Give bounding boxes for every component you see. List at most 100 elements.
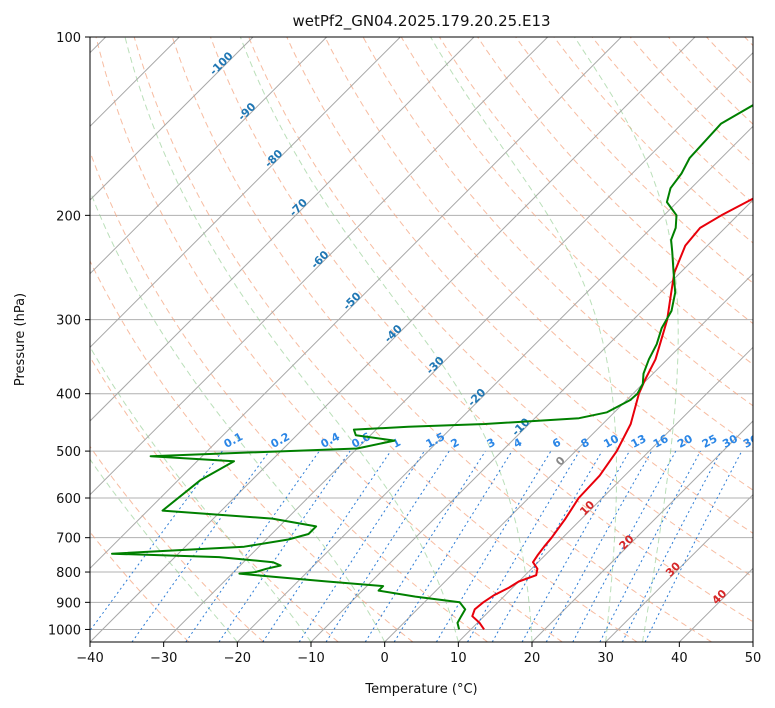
dry-adiabat-line [90, 259, 414, 642]
isotherm-label: 10 [577, 498, 597, 518]
isotherm-line [310, 199, 753, 642]
dry-adiabat-line [90, 445, 264, 642]
moist-adiabat-line [574, 37, 679, 642]
dry-adiabat-line [286, 37, 753, 534]
x-tick-label: 50 [745, 651, 762, 666]
moist-adiabat-line [90, 189, 386, 642]
y-tick-label: 400 [56, 388, 81, 403]
mixing-ratio-label: 10 [601, 432, 621, 451]
chart-title: wetPf2_GN04.2025.179.20.25.E13 [292, 12, 550, 31]
isotherm-label: -10 [509, 415, 532, 438]
isotherm-line [90, 37, 549, 496]
profile-lines [111, 104, 753, 630]
x-tick-label: 30 [597, 651, 614, 666]
mixing-ratio-line [467, 450, 580, 642]
dry-adiabat-line [90, 150, 488, 642]
mixing-ratio-label: 6 [550, 436, 563, 451]
y-tick-label: 700 [56, 532, 81, 547]
isotherm-label: -30 [424, 354, 447, 377]
isotherm-line [90, 37, 622, 570]
isotherm-label: -40 [382, 322, 405, 345]
mixing-ratio-label: 36 [741, 432, 761, 451]
x-axis-label: Temperature (°C) [364, 682, 477, 697]
isotherm-line [90, 37, 696, 642]
isotherm-line [752, 641, 753, 642]
moist-adiabat-line [90, 458, 238, 642]
mixing-ratio-label: 13 [629, 432, 649, 451]
temperature-profile-line [471, 197, 753, 630]
dry-adiabat-line [210, 37, 753, 623]
y-axis-label: Pressure (hPa) [13, 293, 28, 386]
isotherm-line [163, 51, 753, 642]
mixing-ratio-line [491, 450, 603, 642]
mixing-ratio-label: 25 [700, 432, 720, 451]
dewpoint-profile-line [111, 104, 753, 630]
isotherm-label: -60 [308, 248, 331, 271]
isotherm-label: -100 [207, 49, 236, 78]
dry-adiabat-line [515, 37, 753, 284]
dry-adiabat-line [553, 37, 753, 244]
x-tick-label: −20 [224, 651, 251, 666]
y-tick-label: 300 [56, 314, 81, 329]
dry-adiabat-line [248, 37, 753, 578]
y-tick-label: 100 [56, 31, 81, 46]
mixing-ratio-line [572, 450, 677, 642]
mixing-ratio-label: 30 [720, 432, 740, 451]
x-tick-label: 10 [450, 651, 467, 666]
isotherm-line [457, 346, 753, 642]
y-tick-label: 200 [56, 209, 81, 224]
dry-adiabat-line [591, 37, 753, 204]
mixing-ratio-label: 0.4 [319, 430, 343, 451]
isotherm-label: -20 [465, 386, 488, 409]
y-tick-label: 500 [56, 445, 81, 460]
mixing-ratio-line [435, 450, 552, 642]
isotherm-label: 40 [709, 587, 729, 607]
background-lines [90, 37, 753, 642]
mixing-ratio-label: 1 [390, 436, 403, 451]
isotherm-label: 30 [663, 559, 683, 579]
dry-adiabat-line [744, 37, 753, 47]
mixing-ratio-line [131, 450, 270, 642]
mixing-ratio-line [644, 450, 743, 642]
moist-adiabat-line [239, 37, 533, 642]
isotherm-label: -50 [340, 289, 363, 312]
mixing-ratio-label: 0.2 [269, 430, 292, 451]
mixing-ratio-label: 1.5 [424, 430, 447, 451]
isotherm-line [605, 493, 753, 642]
axis-ticks: −40 −30 −20 −10 0 10 20 30 40 5010020030040050060… [48, 31, 761, 666]
dry-adiabat-line [133, 37, 638, 642]
isotherm-line [90, 37, 401, 349]
y-tick-label: 600 [56, 492, 81, 507]
mixing-ratio-label: 8 [579, 436, 592, 451]
mixing-ratio-line [545, 450, 653, 642]
dry-adiabat-line [171, 37, 712, 642]
mixing-ratio-line [185, 450, 320, 642]
mixing-ratio-line [90, 450, 223, 632]
dry-adiabat-line [668, 37, 753, 125]
isotherm-line [90, 37, 475, 422]
isotherm-label: -90 [235, 100, 258, 123]
mixing-ratio-line [262, 450, 392, 642]
mixing-ratio-line [521, 450, 630, 642]
dry-adiabat-line [95, 37, 563, 642]
x-tick-label: −40 [76, 651, 103, 666]
y-tick-label: 800 [56, 566, 81, 581]
moist-adiabat-line [430, 37, 617, 642]
isotherm-label: 20 [617, 532, 637, 552]
y-tick-label: 900 [56, 596, 81, 611]
isotherm-line [384, 272, 753, 642]
isotherm-label: -80 [262, 147, 285, 170]
isotherm-line [678, 567, 753, 642]
mixing-ratio-label: 2 [449, 436, 462, 451]
x-tick-label: 20 [524, 651, 541, 666]
y-tick-label: 1000 [48, 623, 81, 638]
isotherm-line [90, 37, 254, 201]
dry-adiabat-line [324, 37, 753, 491]
mixing-ratio-line [599, 450, 701, 642]
x-tick-label: 40 [671, 651, 688, 666]
isotherm-line [90, 37, 328, 275]
isotherm-line [236, 125, 753, 642]
mixing-ratio-line [298, 450, 425, 642]
